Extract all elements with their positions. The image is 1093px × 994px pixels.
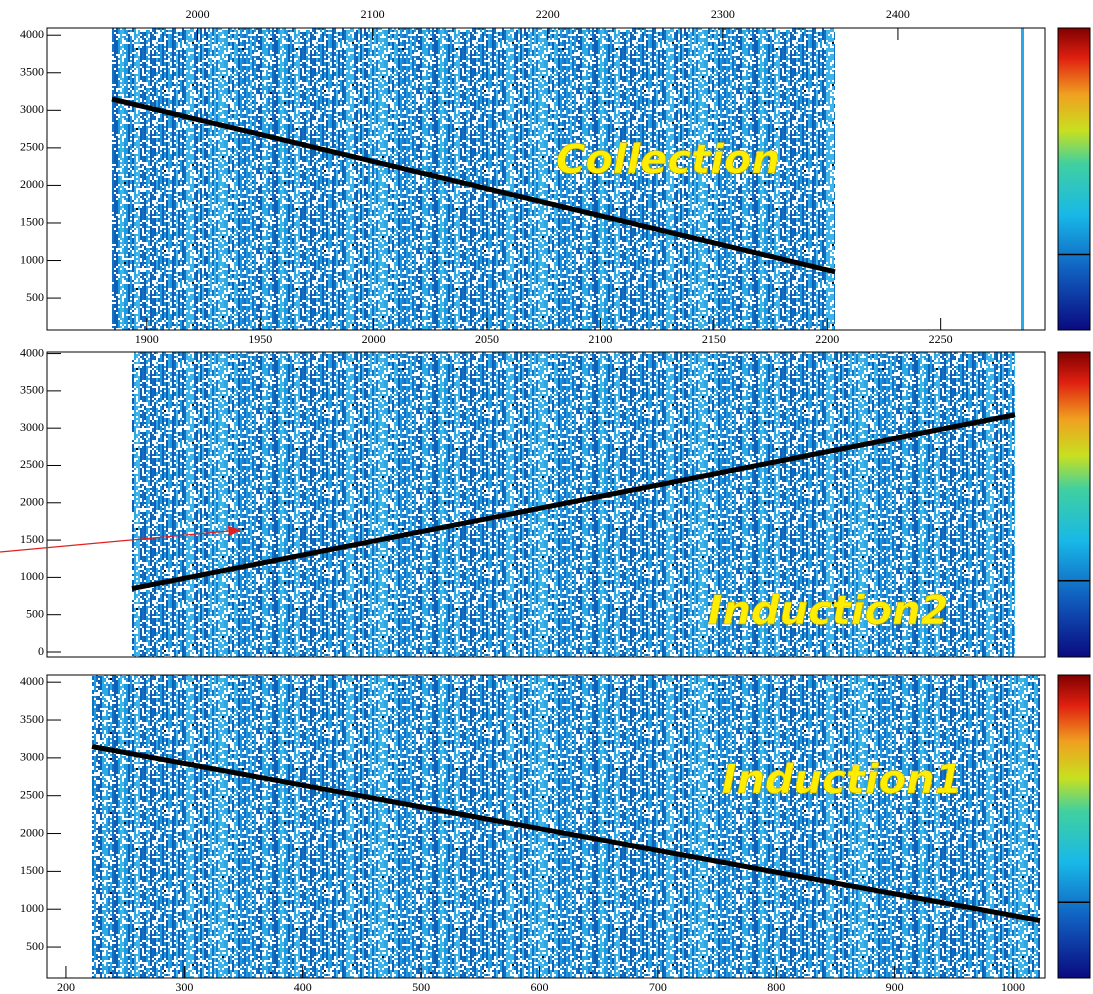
y-tick-label: 500 <box>26 939 44 953</box>
x-tick-label: 2100 <box>361 7 385 21</box>
x-tick-label: 2150 <box>702 332 726 346</box>
y-tick-label: 3000 <box>20 750 44 764</box>
detector-label: Collection <box>556 137 780 183</box>
x-tick-label: 600 <box>530 980 548 994</box>
y-tick-label: 3500 <box>20 65 44 79</box>
y-tick-label: 1500 <box>20 863 44 877</box>
x-tick-label: 300 <box>175 980 193 994</box>
y-tick-label: 3000 <box>20 102 44 116</box>
y-tick-label: 500 <box>26 290 44 304</box>
x-tick-label: 2200 <box>536 7 560 21</box>
y-tick-label: 1500 <box>20 532 44 546</box>
frame <box>46 27 1046 331</box>
x-tick-label: 1000 <box>1001 980 1025 994</box>
y-tick-label: 0 <box>38 644 44 658</box>
x-tick-label: 2400 <box>886 7 910 21</box>
y-tick-label: 3500 <box>20 383 44 397</box>
track-line <box>131 412 1016 592</box>
x-tick-label: 2000 <box>362 332 386 346</box>
x-tick-label: 800 <box>767 980 785 994</box>
x-tick-label: 500 <box>412 980 430 994</box>
color-bar <box>1057 674 1091 979</box>
x-tick-label: 2200 <box>815 332 839 346</box>
hit-map <box>112 28 835 330</box>
detector-label: Induction1 <box>722 757 963 803</box>
y-tick-label: 1500 <box>20 215 44 229</box>
y-tick-label: 500 <box>26 606 44 620</box>
x-tick-label: 700 <box>649 980 667 994</box>
x-tick-label: 200 <box>57 980 75 994</box>
y-tick-label: 3000 <box>20 420 44 434</box>
color-bar <box>1057 351 1091 658</box>
frame <box>46 674 1046 979</box>
y-tick-label: 2000 <box>20 495 44 509</box>
y-tick-label: 4000 <box>20 674 44 688</box>
y-tick-label: 4000 <box>20 27 44 41</box>
color-bar <box>1057 27 1091 331</box>
x-tick-label: 2250 <box>929 332 953 346</box>
y-tick-label: 1000 <box>20 569 44 583</box>
y-tick-label: 3500 <box>20 712 44 726</box>
frame <box>46 351 1046 658</box>
y-tick-label: 1000 <box>20 901 44 915</box>
pointer-arrow <box>0 525 242 553</box>
hit-map <box>132 352 1015 657</box>
x-tick-label: 2050 <box>475 332 499 346</box>
x-tick-label: 2100 <box>588 332 612 346</box>
x-tick-label: 2000 <box>186 7 210 21</box>
x-tick-label: 400 <box>294 980 312 994</box>
detector-label: Induction2 <box>708 588 949 634</box>
y-tick-label: 1000 <box>20 252 44 266</box>
y-tick-label: 2000 <box>20 825 44 839</box>
y-tick-label: 2500 <box>20 140 44 154</box>
y-tick-label: 2500 <box>20 457 44 471</box>
x-tick-label: 1900 <box>135 332 159 346</box>
hit-strip <box>1021 28 1024 330</box>
x-tick-label: 1950 <box>248 332 272 346</box>
y-tick-label: 2500 <box>20 787 44 801</box>
x-tick-label: 900 <box>886 980 904 994</box>
hit-map <box>92 675 1040 978</box>
y-tick-label: 4000 <box>20 345 44 359</box>
y-tick-label: 2000 <box>20 177 44 191</box>
track-line <box>111 96 836 275</box>
track-line <box>91 744 1041 924</box>
x-tick-label: 2300 <box>711 7 735 21</box>
